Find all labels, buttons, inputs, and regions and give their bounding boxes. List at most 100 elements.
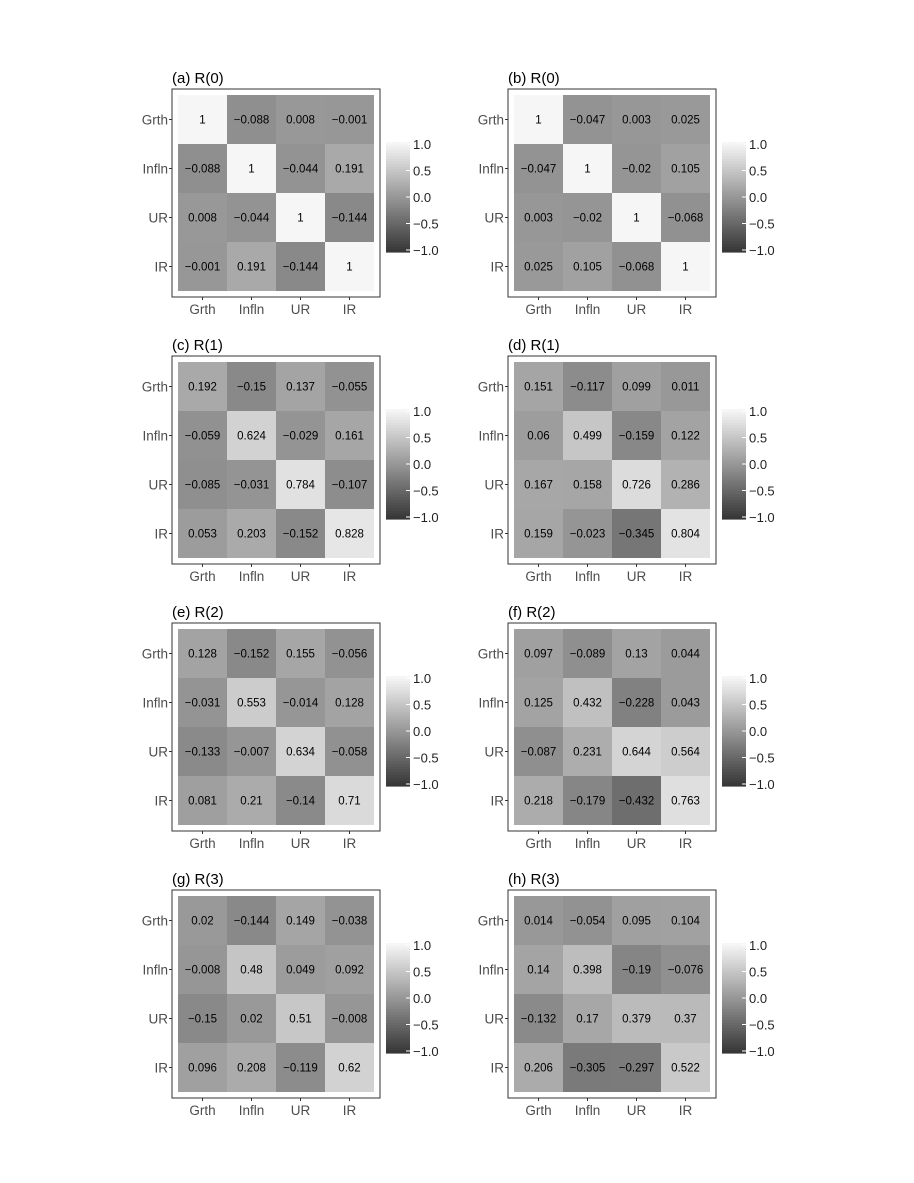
legend-tick-label: −0.5 (749, 1018, 775, 1033)
legend-tick-label: 1.0 (413, 671, 431, 686)
legend-gradient-step (722, 1042, 746, 1046)
legend-gradient-step (722, 783, 746, 787)
x-tick-label: Grth (525, 836, 551, 851)
heatmap-cell (325, 678, 374, 727)
heatmap-cell (612, 1043, 661, 1092)
x-tick-label: UR (291, 569, 311, 584)
heatmap-cell (325, 994, 374, 1043)
legend-gradient-step (386, 764, 410, 768)
legend-gradient-step (722, 153, 746, 157)
legend-gradient-step (722, 466, 746, 471)
legend-tick-label: 0.5 (749, 164, 767, 179)
legend-tick-label: −0.5 (413, 751, 439, 766)
legend-gradient-step (386, 681, 410, 685)
legend-gradient-step (386, 956, 410, 961)
legend-gradient-step (386, 153, 410, 157)
cell-value-label: 0.804 (671, 529, 700, 541)
legend-gradient-step (386, 219, 410, 223)
legend-tick-label: −0.5 (749, 484, 775, 499)
cell-value-label: −0.055 (332, 382, 368, 394)
legend-gradient-step (386, 780, 410, 784)
legend-gradient-step (722, 480, 746, 484)
legend-gradient-step (722, 216, 746, 220)
legend-gradient-step (722, 954, 746, 958)
heatmap-cell (514, 509, 563, 558)
legend-gradient-step (386, 1036, 410, 1040)
cell-value-label: 0.432 (573, 698, 602, 710)
legend-gradient-step (722, 164, 746, 168)
legend-gradient-step (722, 486, 746, 490)
cell-value-label: 0.02 (240, 1014, 262, 1026)
legend-gradient-step (386, 164, 410, 168)
legend-gradient-step (386, 687, 410, 691)
legend-gradient-step (722, 425, 746, 429)
legend-gradient-step (386, 747, 410, 751)
legend-gradient-step (722, 943, 746, 947)
heatmap-cell (178, 629, 227, 678)
legend-gradient-step (722, 219, 746, 223)
legend-gradient-step (722, 191, 746, 195)
heatmap-panel-4: (d) R(1) 0.151 −0.117 0.099 0.011 0.06 0.499 −0… (478, 337, 775, 584)
heatmap-cell (661, 193, 710, 242)
cell-value-label: −0.068 (668, 213, 704, 225)
legend-gradient-step (722, 455, 746, 460)
heatmap-panel-5: (e) R(2) 0.128 −0.152 0.155 −0.056 −0.031 0.55… (142, 604, 439, 851)
legend-gradient-step (386, 235, 410, 239)
y-tick-label: UR (149, 745, 169, 760)
heatmap-cell (276, 362, 325, 411)
legend-gradient-step (722, 450, 746, 454)
legend-gradient-step (722, 420, 746, 424)
legend-gradient-step (722, 491, 746, 495)
legend-gradient-step (386, 232, 410, 237)
legend-gradient-step (386, 676, 410, 680)
legend-gradient-step (386, 689, 410, 694)
heatmap-cell (563, 896, 612, 945)
legend-gradient-step (386, 420, 410, 424)
heatmap-cell (661, 945, 710, 994)
legend-tick-label: 0.0 (413, 457, 431, 472)
heatmap-cell (227, 727, 276, 776)
legend-gradient-step (386, 720, 410, 724)
legend-gradient-step (386, 1003, 410, 1007)
legend-gradient-step (386, 703, 410, 707)
heatmap-cell (325, 629, 374, 678)
cell-value-label: −0.345 (619, 529, 655, 541)
heatmap-cell (325, 242, 374, 291)
panel-title: (b) R(0) (508, 70, 560, 87)
x-tick-label: UR (291, 836, 311, 851)
legend-tick-label: −1.0 (749, 510, 775, 525)
legend-gradient-step (386, 453, 410, 457)
heatmap-cell (612, 460, 661, 509)
heatmap-cell (325, 411, 374, 460)
legend-gradient-step (386, 447, 410, 451)
heatmap-cell (514, 144, 563, 193)
cell-value-label: −0.02 (622, 164, 651, 176)
legend-gradient-step (386, 1039, 410, 1043)
legend-gradient-step (722, 687, 746, 691)
heatmap-cell (514, 629, 563, 678)
cell-value-label: 0.398 (573, 965, 602, 977)
legend-gradient-step (722, 987, 746, 991)
heatmap-cell (276, 1043, 325, 1092)
y-tick-label: Infln (478, 963, 504, 978)
cell-value-label: 0.137 (286, 382, 315, 394)
heatmap-cell (178, 678, 227, 727)
cell-value-label: −0.119 (283, 1063, 318, 1075)
heatmap-cell (178, 242, 227, 291)
cell-value-label: 0.763 (671, 796, 700, 808)
legend-gradient-step (722, 772, 746, 776)
legend-gradient-step (722, 755, 746, 760)
legend-tick-label: −1.0 (749, 777, 775, 792)
legend-gradient-step (386, 221, 410, 226)
cell-value-label: −0.144 (283, 262, 319, 274)
cell-value-label: −0.144 (332, 213, 368, 225)
heatmap-cell (612, 411, 661, 460)
legend-gradient-step (386, 766, 410, 771)
legend-gradient-step (386, 714, 410, 718)
heatmap-cell (612, 95, 661, 144)
cell-value-label: 0.158 (573, 480, 602, 492)
legend-gradient-step (722, 1036, 746, 1040)
heatmap-cell (563, 945, 612, 994)
heatmap-cell (563, 144, 612, 193)
heatmap-cell (661, 1043, 710, 1092)
